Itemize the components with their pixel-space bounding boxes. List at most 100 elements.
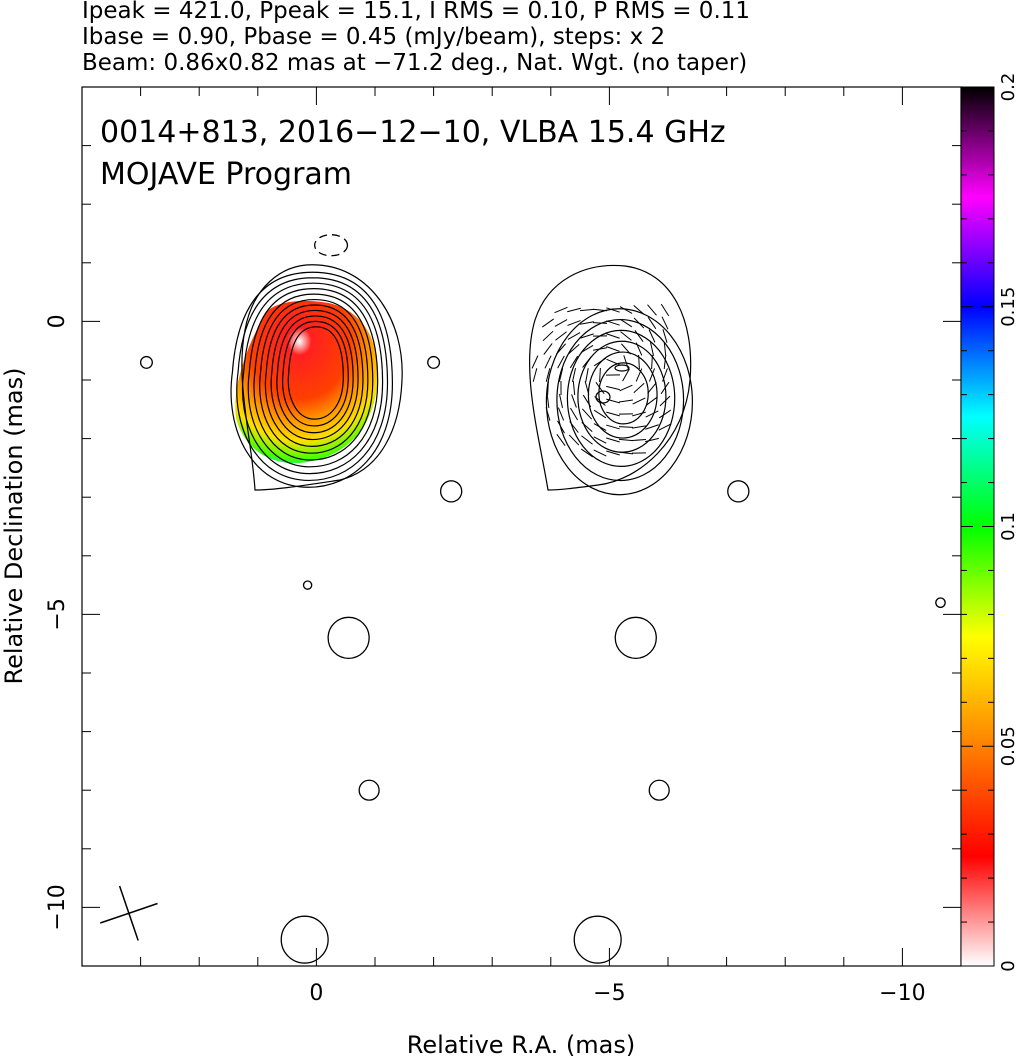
polarization-vector xyxy=(606,307,620,313)
isolated-contour xyxy=(648,779,670,801)
polarization-vector xyxy=(581,408,593,420)
polarization-vector xyxy=(606,411,620,417)
isolated-contour xyxy=(573,915,622,964)
polarization-vector xyxy=(568,343,580,355)
isolated-contour xyxy=(935,597,946,609)
isolated-contour xyxy=(280,915,329,964)
polarization-vector xyxy=(648,329,656,343)
polarization-vector xyxy=(554,319,568,327)
contour xyxy=(566,329,676,467)
polarization-vector xyxy=(557,407,565,421)
polarization-vector xyxy=(571,394,577,408)
isolated-contour xyxy=(358,779,380,801)
polarization-vector xyxy=(619,318,633,328)
polarization-vector xyxy=(581,421,593,433)
polarization-vector xyxy=(606,358,620,366)
polarization-vector xyxy=(620,343,632,355)
colorbar-tick-label: 0.05 xyxy=(998,726,1019,766)
polarization-vector xyxy=(569,421,579,433)
polarization-vector xyxy=(580,333,594,339)
polarization-vector xyxy=(593,409,607,419)
polarization-vector xyxy=(632,411,646,417)
contour xyxy=(587,351,658,439)
contour xyxy=(276,315,354,434)
polarization-vector xyxy=(645,437,659,443)
header-line-2: Ibase = 0.90, Pbase = 0.45 (mJy/beam), s… xyxy=(82,24,666,50)
x-tick-label: 0 xyxy=(309,981,323,1006)
polarization-vector xyxy=(618,438,634,442)
polarization-vector xyxy=(622,368,630,382)
polarization-vector xyxy=(618,426,634,428)
polarization-vector xyxy=(581,435,593,445)
contour xyxy=(259,298,369,454)
polarization-vector xyxy=(633,317,645,329)
isolated-contour xyxy=(727,480,750,503)
polarization-vector xyxy=(647,316,657,330)
polarization-vector xyxy=(606,398,620,404)
contour xyxy=(281,320,349,427)
x-tick-label: −10 xyxy=(879,981,925,1006)
polarization-vector xyxy=(634,330,644,342)
polarization-vector xyxy=(633,305,645,315)
beam-minor-axis xyxy=(118,885,139,941)
polarization-vector xyxy=(555,331,567,341)
polarization-vector xyxy=(582,356,592,368)
polarization-vector xyxy=(572,380,576,396)
polarization-vector xyxy=(567,307,581,313)
polarization-vector xyxy=(554,306,568,314)
contour xyxy=(247,288,379,468)
polarization-vector xyxy=(545,368,551,382)
polarization-vector xyxy=(606,385,620,391)
polarization-vector xyxy=(663,354,667,370)
polarization-vector xyxy=(568,434,580,446)
polarization-vector xyxy=(606,450,620,456)
polarization-vector xyxy=(606,424,620,430)
polarization-vector xyxy=(632,425,646,429)
negative-contour xyxy=(313,234,349,257)
isolated-contour xyxy=(427,355,441,369)
polarization-vector xyxy=(542,318,554,328)
polarization-vector xyxy=(595,382,605,394)
colorbar-tick-label: 0.15 xyxy=(998,287,1019,327)
polarization-vector xyxy=(638,354,640,370)
isolated-contour xyxy=(439,480,463,503)
contour xyxy=(253,293,374,461)
polarization-vector xyxy=(663,341,667,357)
colorbar-tick-label: 0.2 xyxy=(998,73,1019,102)
polarization-vector xyxy=(532,368,538,382)
polarization-vectors xyxy=(531,303,672,458)
polarization-vector xyxy=(559,394,563,408)
right-contours xyxy=(529,264,694,496)
polarization-vector xyxy=(569,355,579,369)
contour-outer xyxy=(241,264,403,491)
polarization-vector xyxy=(567,332,581,340)
polarization-vector xyxy=(580,345,594,353)
isolated-contour xyxy=(614,616,657,660)
polarization-vector xyxy=(593,423,607,431)
polarization-vector xyxy=(556,434,566,446)
polarization-vector xyxy=(633,382,645,394)
polarization-vector xyxy=(645,410,659,418)
plot-title-2: MOJAVE Program xyxy=(100,157,352,192)
colorbar-ticks: 0 0.05 0.1 0.15 0.2 xyxy=(961,73,1019,972)
polarization-vector xyxy=(619,384,633,392)
polarization-vector xyxy=(571,368,577,382)
polarization-vector xyxy=(544,355,552,369)
polarization-vector xyxy=(593,347,607,351)
contour xyxy=(236,277,389,482)
polarization-vector xyxy=(585,368,589,382)
polarization-vector xyxy=(606,333,620,339)
polarization-vector xyxy=(580,448,594,458)
polarization-vector xyxy=(606,346,620,352)
polarization-vector xyxy=(542,330,554,342)
polarization-vector xyxy=(619,399,633,403)
polarization-vector xyxy=(593,357,607,367)
polarization-vector xyxy=(531,355,539,369)
polarization-vector xyxy=(546,393,550,409)
polarization-vector xyxy=(582,394,592,408)
y-axis-ticks: 0 −5 −10 xyxy=(45,86,961,967)
colorbar-tick-label: 0 xyxy=(998,960,1019,971)
y-axis-label: Relative Declination (mas) xyxy=(0,367,28,684)
isolated-contour xyxy=(302,580,313,590)
